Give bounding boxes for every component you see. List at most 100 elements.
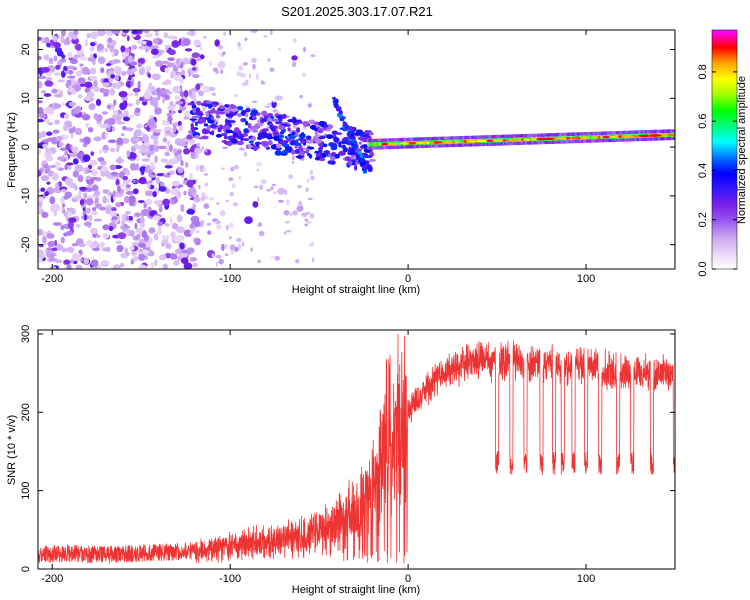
colorbar-step (712, 253, 737, 256)
signal-blob (305, 147, 310, 154)
colorbar-step (712, 111, 737, 115)
noise-blob (63, 113, 70, 119)
signal-blob (229, 104, 237, 109)
noise-blob (131, 256, 139, 262)
snr-y-tick-label: 200 (20, 403, 32, 421)
noise-blob (190, 215, 200, 223)
noise-blob (309, 213, 315, 219)
noise-blob (292, 210, 299, 216)
signal-blob (273, 135, 280, 141)
noise-blob (132, 188, 139, 195)
noise-blob (68, 101, 77, 107)
noise-blob (195, 230, 200, 234)
spec-y-tick-label: 20 (20, 43, 32, 55)
noise-blob (66, 230, 74, 236)
noise-blob (217, 60, 226, 69)
noise-blob (186, 32, 192, 36)
noise-blob (57, 79, 66, 83)
colorbar-step (712, 49, 737, 53)
noise-blob (127, 55, 133, 63)
noise-blob (244, 216, 253, 225)
signal-blob (344, 156, 352, 162)
noise-blob (104, 132, 109, 139)
noise-blob (115, 82, 121, 90)
band-peak (399, 142, 410, 145)
noise-blob (40, 131, 47, 138)
signal-blob (261, 110, 268, 117)
signal-blob (309, 125, 317, 130)
signal-blob (338, 150, 346, 156)
noise-blob (136, 123, 143, 129)
colorbar-step (712, 63, 737, 67)
noise-blob (229, 244, 236, 251)
snr-x-tick-label: 0 (405, 573, 411, 585)
noise-blob (152, 55, 160, 59)
signal-blob (368, 158, 376, 162)
noise-blob (107, 70, 115, 76)
noise-blob (92, 184, 99, 192)
noise-blob (164, 67, 170, 73)
signal-blob (279, 131, 285, 135)
colorbar-step (712, 265, 737, 268)
noise-blob (186, 139, 195, 143)
noise-blob (125, 127, 134, 132)
noise-blob (61, 30, 66, 37)
noise-blob (244, 105, 251, 108)
colorbar-step (712, 119, 737, 123)
noise-blob (38, 253, 46, 259)
noise-blob (74, 195, 83, 200)
noise-blob (66, 162, 74, 166)
colorbar-step (712, 171, 737, 174)
noise-blob (311, 256, 315, 263)
noise-blob (311, 241, 314, 246)
noise-blob (173, 259, 180, 266)
noise-blob (160, 158, 168, 163)
noise-blob (100, 242, 104, 250)
noise-blob (150, 262, 155, 269)
noise-blob (177, 88, 181, 93)
colorbar-step (712, 93, 737, 97)
noise-blob (211, 93, 215, 96)
signal-blob (254, 123, 261, 130)
noise-blob (199, 46, 203, 51)
noise-blob (116, 245, 124, 253)
noise-blob (183, 262, 193, 269)
colorbar-step (712, 191, 737, 194)
noise-blob (72, 170, 79, 178)
signal-blob (269, 125, 276, 129)
colorbar-step (712, 215, 737, 218)
noise-blob (119, 263, 125, 268)
noise-blob (168, 49, 176, 56)
noise-blob (60, 35, 65, 43)
signal-blob (287, 119, 295, 123)
colorbar-step (712, 139, 737, 143)
noise-blob (138, 149, 143, 154)
noise-blob (58, 181, 62, 187)
signal-blob (298, 151, 305, 156)
signal-blob (315, 134, 321, 138)
signal-blob (219, 105, 226, 110)
noise-blob (186, 247, 195, 255)
signal-blob (288, 135, 296, 140)
noise-blob (92, 207, 97, 211)
noise-blob (257, 222, 262, 228)
noise-blob (284, 221, 290, 224)
colorbar-step (712, 51, 737, 55)
noise-blob (125, 215, 130, 221)
band-peak (381, 142, 388, 146)
colorbar-step (712, 87, 737, 91)
noise-blob (149, 179, 153, 184)
noise-blob (150, 45, 159, 49)
noise-blob (75, 70, 83, 77)
signal-blob (366, 164, 373, 171)
colorbar-step (712, 141, 737, 145)
noise-blob (93, 85, 100, 93)
noise-blob (44, 118, 51, 124)
noise-blob (118, 91, 128, 98)
noise-blob (144, 255, 148, 261)
signal-blob (248, 140, 254, 144)
noise-blob (260, 80, 265, 84)
noise-blob (76, 253, 82, 261)
noise-blob (130, 68, 138, 72)
noise-blob (208, 197, 215, 201)
